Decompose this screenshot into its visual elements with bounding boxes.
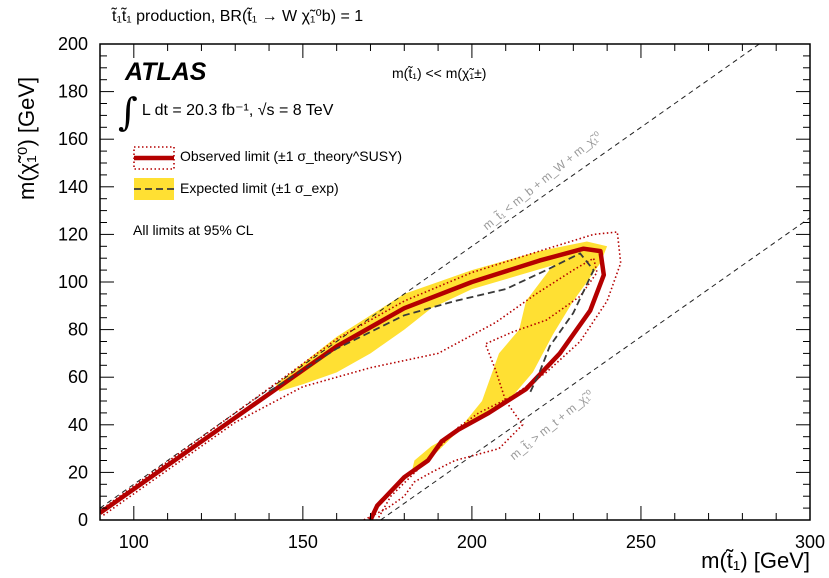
legend-expected-band-swatch [134,178,174,200]
x-tick-label: 150 [288,532,318,552]
y-axis-label: m(χ̃₁⁰) [GeV] [14,76,39,200]
diagonal-layer [100,44,810,520]
series-line-4 [268,252,595,395]
expected-band [275,241,608,475]
x-tick-label: 250 [626,532,656,552]
y-tick-label: 40 [68,415,88,435]
series-line-1 [100,246,607,520]
atlas-label: ATLAS [125,58,207,86]
series-layer [100,231,622,520]
x-tick-label: 200 [457,532,487,552]
y-tick-label: 180 [58,82,88,102]
band-layer [275,241,608,475]
chart-title: t̃₁t̃₁ production, BR(t̃₁ → W χ̃₁⁰b) = 1 [112,8,364,25]
y-tick-label: 20 [68,462,88,482]
series-line-2 [100,231,622,520]
kinematic-limit-line-2 [380,217,810,520]
mass-hierarchy-label: m(t̃₁) << m(χ̃₁±) [392,65,487,81]
y-tick-label: 140 [58,177,88,197]
y-tick-label: 80 [68,320,88,340]
y-tick-label: 100 [58,272,88,292]
luminosity-label: ∫ L dt = 20.3 fb⁻¹, √s = 8 TeV [118,90,333,134]
legend-observed-label: Observed limit (±1 σ_theory^SUSY) [180,148,403,164]
y-tick-label: 200 [58,34,88,54]
kinematic-limit-line-1 [100,44,761,509]
axes-layer: 100 150 200 250 300 0 20 40 60 80 100 120 140 160 180 2… [58,34,825,552]
y-tick-label: 120 [58,224,88,244]
legend-expected-label: Expected limit (±1 σ_exp) [180,180,339,196]
integral-icon: ∫ [118,90,138,134]
x-tick-label: 100 [119,532,149,552]
confidence-note: All limits at 95% CL [133,222,254,238]
x-tick-label: 300 [795,532,825,552]
x-axis-label: m(t̃₁) [GeV] [701,548,810,573]
luminosity-text: L dt = 20.3 fb⁻¹, √s = 8 TeV [141,102,334,119]
y-tick-label: 160 [58,129,88,149]
legend-layer [133,146,175,200]
y-tick-label: 0 [78,510,88,530]
y-tick-label: 60 [68,367,88,387]
series-line-3 [102,256,598,520]
